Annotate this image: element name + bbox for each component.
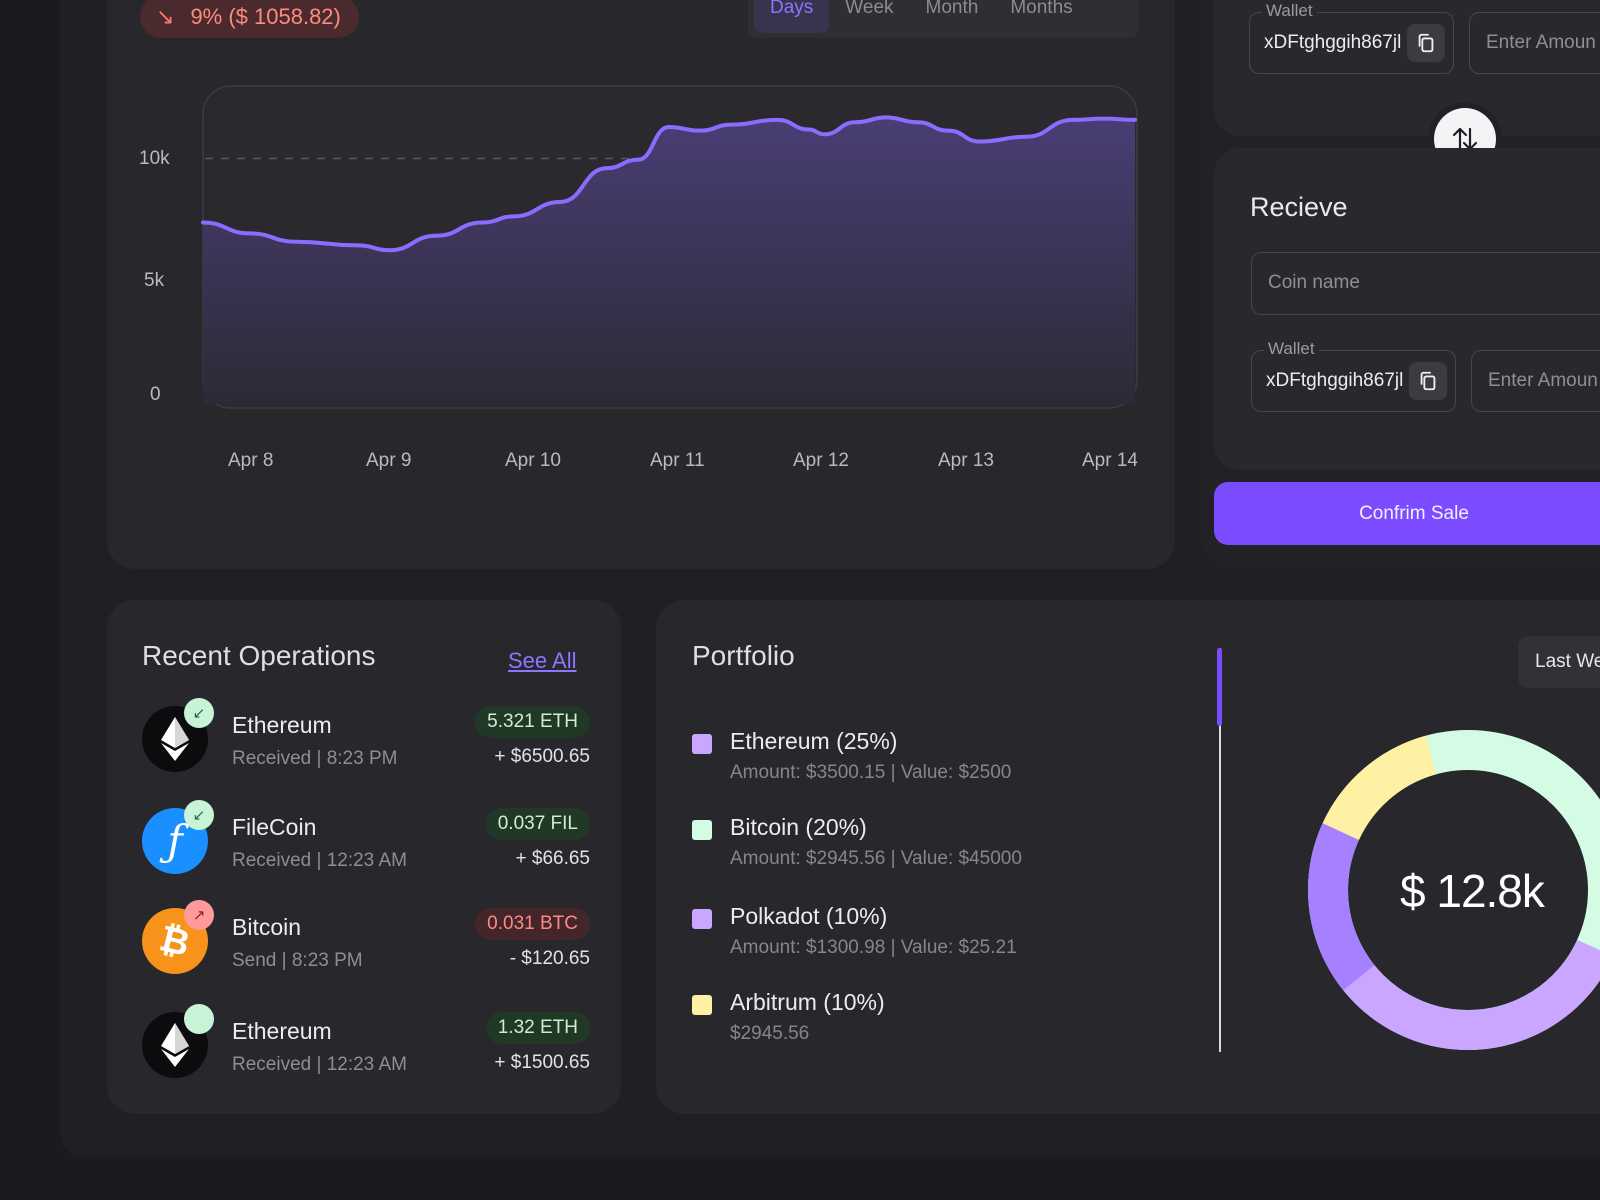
operation-usd: + $6500.65 [494, 746, 590, 767]
legend-swatch [692, 734, 712, 754]
operation-meta: Send | 8:23 PM [232, 950, 363, 971]
send-wallet-field[interactable]: Wallet xDFtghggih867jl [1249, 1, 1454, 74]
x-tick: Apr 10 [505, 450, 561, 471]
series-area [203, 117, 1135, 405]
portfolio-scroll-track[interactable] [1219, 648, 1221, 1052]
operation-meta: Received | 12:23 AM [232, 850, 407, 871]
receive-title: Recieve [1250, 192, 1348, 222]
range-tabs: Days Week Month Months [748, 0, 1138, 38]
operation-meta: Received | 8:23 PM [232, 748, 398, 769]
operation-coin: Ethereum [232, 1018, 332, 1044]
copy-button[interactable] [1409, 362, 1447, 400]
period-dropdown[interactable]: Last Week [1518, 636, 1600, 688]
copy-icon [1420, 371, 1436, 391]
y-tick-5k: 5k [144, 270, 165, 291]
operation-coin: FileCoin [232, 814, 317, 840]
received-arrow-icon: ↙ [184, 698, 214, 728]
operation-row[interactable]: Ethereum Received | 12:23 AM 1.32 ETH + … [142, 1004, 590, 1084]
donut-segment-ethereum [1308, 730, 1600, 1050]
operation-row[interactable]: ↙ Ethereum Received | 8:23 PM 5.321 ETH … [142, 698, 590, 778]
portfolio-item-detail: Amount: $2945.56 | Value: $45000 [730, 848, 1022, 869]
tab-months[interactable]: Months [1010, 0, 1073, 18]
portfolio-donut-chart [1308, 730, 1600, 1050]
x-tick: Apr 9 [366, 450, 412, 471]
receive-panel [1214, 148, 1600, 470]
tab-week[interactable]: Week [845, 0, 894, 18]
send-wallet-value: xDFtghggih867jl [1264, 32, 1402, 53]
sent-arrow-icon: ↗ [184, 900, 214, 930]
portfolio-item-name: Ethereum (25%) [730, 728, 898, 754]
see-all-link[interactable]: See All [508, 648, 577, 673]
send-amount-placeholder: Enter Amoun [1486, 32, 1596, 53]
coin-name-input[interactable]: Coin name [1251, 252, 1600, 315]
confirm-sale-button[interactable]: Confrim Sale [1214, 482, 1600, 545]
operation-amount: 0.037 FIL [485, 808, 590, 840]
recent-operations-title: Recent Operations [142, 640, 376, 671]
operation-amount: 1.32 ETH [485, 1012, 590, 1044]
portfolio-title: Portfolio [692, 640, 795, 671]
send-panel [1214, 0, 1600, 136]
y-tick-0: 0 [150, 384, 161, 405]
copy-button[interactable] [1407, 24, 1445, 62]
legend-swatch [692, 909, 712, 929]
portfolio-item-name: Arbitrum (10%) [730, 989, 885, 1015]
received-arrow-icon: ↙ [184, 800, 214, 830]
send-wallet-label: Wallet [1262, 1, 1317, 21]
portfolio-item-name: Bitcoin (20%) [730, 814, 867, 840]
coin-name-placeholder: Coin name [1268, 272, 1360, 293]
portfolio-scroll-thumb[interactable] [1217, 648, 1222, 726]
receive-amount-placeholder: Enter Amoun [1488, 370, 1598, 391]
portfolio-total: $ 12.8k [1400, 865, 1545, 917]
send-amount-input[interactable]: Enter Amoun [1469, 12, 1600, 74]
receive-wallet-label: Wallet [1264, 339, 1319, 359]
receive-amount-input[interactable]: Enter Amoun [1471, 350, 1600, 412]
operation-amount: 0.031 BTC [475, 908, 590, 940]
series-line [201, 115, 1137, 253]
tab-days[interactable]: Days [754, 0, 830, 33]
arrow-down-right-icon: ↘ [156, 4, 175, 29]
change-badge: ↘ 9% ($ 1058.82) [140, 0, 359, 38]
operation-coin: Ethereum [232, 712, 332, 738]
x-tick: Apr 11 [650, 450, 705, 471]
operation-usd: + $66.65 [515, 848, 591, 869]
y-tick-10k: 10k [139, 148, 170, 169]
receive-wallet-value: xDFtghggih867jl [1266, 370, 1404, 391]
operation-row[interactable]: ƒ ↙ FileCoin Received | 12:23 AM 0.037 F… [142, 800, 591, 880]
portfolio-item-detail: Amount: $3500.15 | Value: $2500 [730, 762, 1012, 783]
operation-amount: 5.321 ETH [475, 706, 590, 738]
operation-usd: - $120.65 [509, 948, 590, 969]
legend-swatch [692, 820, 712, 840]
operation-coin: Bitcoin [232, 914, 302, 940]
operation-usd: + $1500.65 [494, 1052, 590, 1073]
change-text: 9% ($ 1058.82) [190, 4, 341, 29]
legend-swatch [692, 995, 712, 1015]
x-tick: Apr 13 [938, 450, 994, 471]
portfolio-item-name: Polkadot (10%) [730, 903, 888, 929]
operation-meta: Received | 12:23 AM [232, 1054, 407, 1075]
status-dot-icon [184, 1004, 214, 1034]
tab-month[interactable]: Month [925, 0, 979, 18]
x-tick: Apr 14 [1082, 450, 1138, 471]
portfolio-item-detail: Amount: $1300.98 | Value: $25.21 [730, 937, 1017, 958]
donut-segment-polkadot [1308, 730, 1600, 1050]
copy-icon [1418, 33, 1434, 53]
x-tick: Apr 12 [793, 450, 849, 471]
receive-wallet-field[interactable]: Wallet xDFtghggih867jl [1251, 339, 1456, 412]
balance-area-chart [201, 85, 1138, 409]
operation-row[interactable]: ₿ ↗ Bitcoin Send | 8:23 PM 0.031 BTC - $… [142, 900, 590, 980]
portfolio-item-detail: $2945.56 [730, 1023, 810, 1044]
x-tick: Apr 8 [228, 450, 274, 471]
